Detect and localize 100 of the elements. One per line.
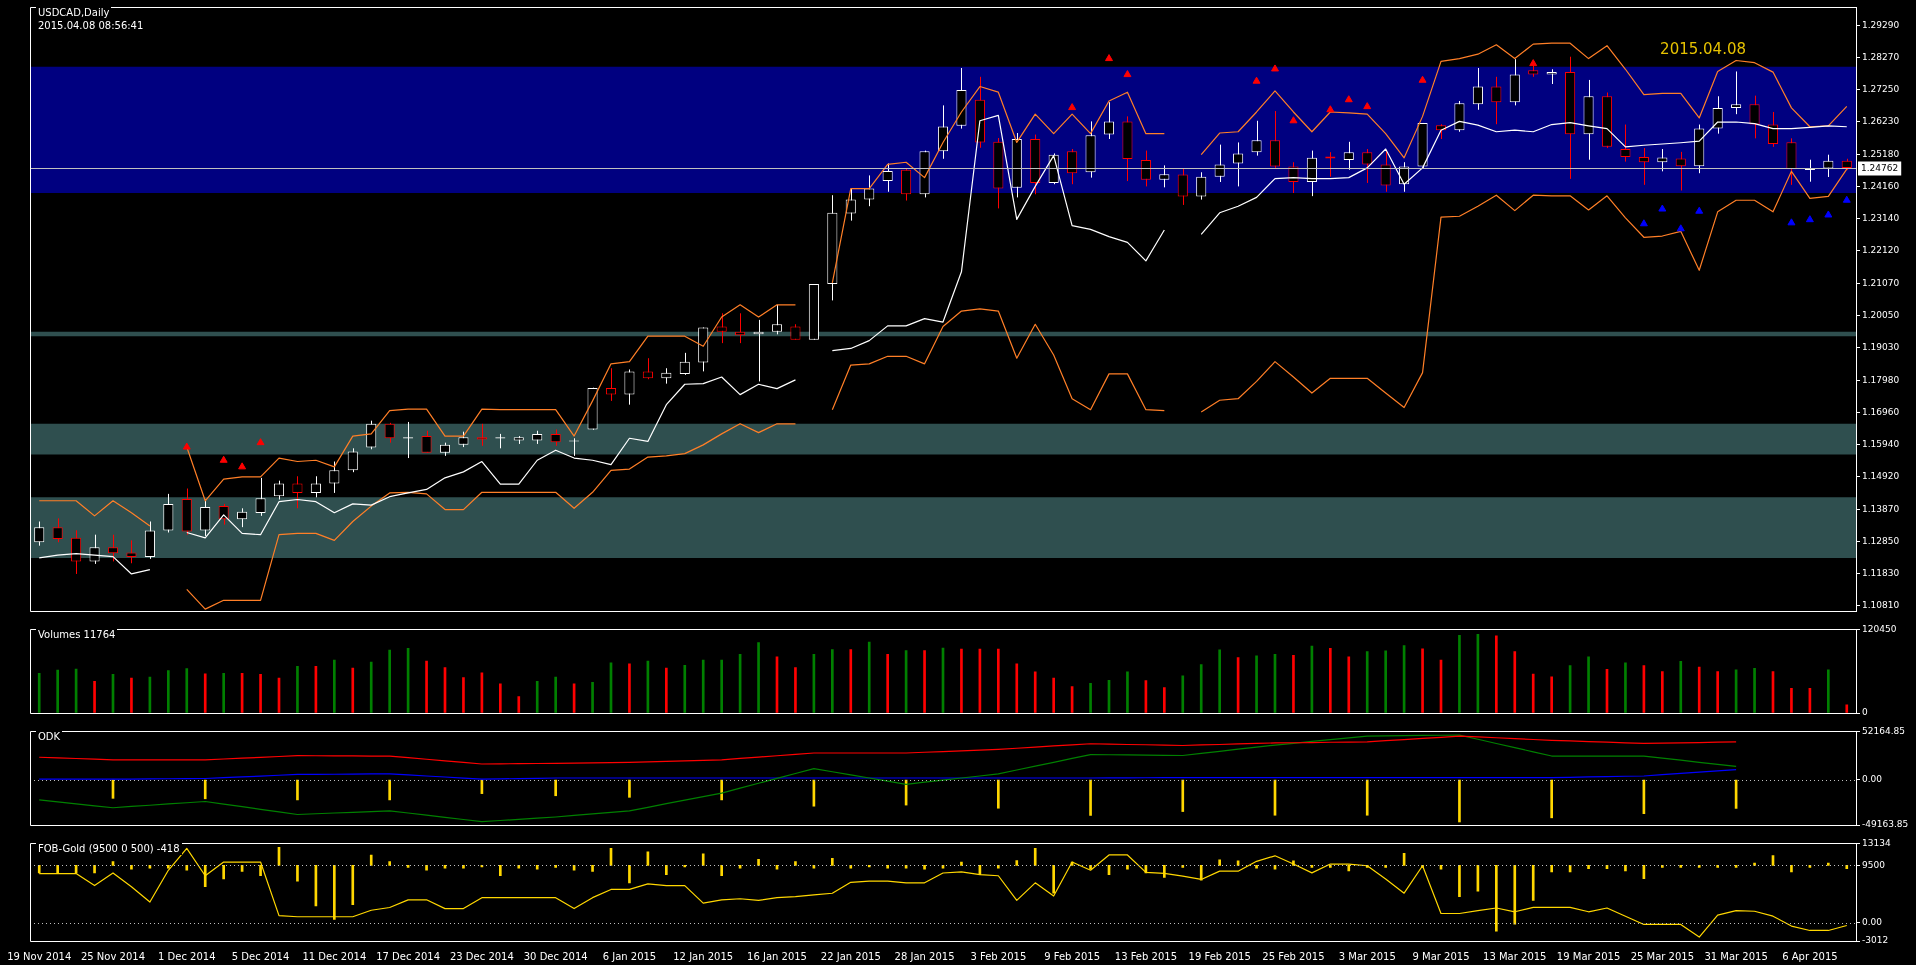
chart-title: ODK <box>36 731 63 743</box>
bar <box>222 865 225 880</box>
x-tick-label: 23 Dec 2014 <box>449 950 514 962</box>
bar <box>1531 865 1535 901</box>
bar <box>628 663 631 713</box>
bar <box>1550 865 1553 873</box>
bar <box>1033 848 1037 866</box>
x-tick-label: 19 Mar 2015 <box>1556 950 1621 962</box>
candlestick <box>771 304 783 335</box>
x-tick-label: 31 Mar 2015 <box>1704 950 1768 962</box>
bar <box>1679 660 1683 713</box>
candlestick <box>1067 148 1078 185</box>
x-tick-label: 3 Feb 2015 <box>970 950 1027 962</box>
bar <box>794 861 797 866</box>
bar <box>1790 687 1793 713</box>
bar <box>37 673 41 713</box>
bar <box>665 667 668 713</box>
candlestick <box>1823 154 1834 178</box>
point <box>1639 219 1648 227</box>
bar <box>388 649 391 713</box>
y-tick-label: 0 <box>1862 707 1868 718</box>
bar <box>1661 671 1664 713</box>
y-tick-label: 1.17980 <box>1862 375 1900 386</box>
y-tick-label: 1.12850 <box>1862 536 1900 547</box>
bar <box>1679 865 1683 868</box>
y-tick-label: 13134 <box>1862 837 1891 848</box>
bar <box>1513 865 1517 925</box>
bar <box>517 696 521 713</box>
bar <box>333 865 336 920</box>
candlestick <box>1749 95 1760 139</box>
bar <box>167 670 170 713</box>
bar <box>1845 865 1849 869</box>
y-tick-label: 1.24160 <box>1862 181 1900 192</box>
candlestick <box>71 529 82 575</box>
bar <box>130 677 133 713</box>
y-tick-label: 1.15940 <box>1862 439 1900 450</box>
bar <box>259 674 262 713</box>
candlestick <box>624 369 635 406</box>
bar <box>222 672 225 713</box>
bar <box>701 659 705 713</box>
bar <box>1587 656 1590 713</box>
bar <box>554 676 557 713</box>
point <box>1676 224 1685 232</box>
bar <box>93 680 96 713</box>
bar <box>1458 865 1461 898</box>
bar <box>1015 860 1019 866</box>
bar <box>1255 655 1258 713</box>
bar <box>1255 865 1258 869</box>
x-tick-label: 28 Jan 2015 <box>894 950 955 962</box>
bar <box>296 865 299 882</box>
point <box>1105 54 1113 62</box>
y-tick-label: 1.21070 <box>1862 278 1900 289</box>
y-tick-label: 0.00 <box>1862 773 1883 784</box>
x-tick-label: 19 Nov 2014 <box>7 950 72 962</box>
y-tick-label: 1.10810 <box>1862 600 1900 611</box>
bar <box>757 858 760 866</box>
candlestick <box>1251 120 1262 157</box>
bar <box>794 667 797 713</box>
bar <box>1513 651 1517 713</box>
annotation: 2015.04.08 <box>1660 40 1746 58</box>
bar <box>849 649 853 713</box>
bar <box>1163 865 1166 878</box>
bar <box>535 865 539 870</box>
bar <box>1421 648 1424 713</box>
bar <box>369 854 373 866</box>
y-tick-label: 1.29290 <box>1862 19 1900 30</box>
bar <box>1384 650 1387 713</box>
candlestick <box>1140 150 1151 187</box>
bar <box>683 865 687 868</box>
candlestick <box>107 534 119 562</box>
bar <box>203 865 207 888</box>
y-tick-label: 120450 <box>1862 623 1897 634</box>
bar <box>591 681 594 713</box>
candlestick <box>1362 148 1373 184</box>
candlestick <box>1214 144 1225 183</box>
y-tick-label: -49163.85 <box>1862 819 1909 830</box>
bar <box>831 857 834 866</box>
x-tick-label: 9 Feb 2015 <box>1044 950 1101 962</box>
x-tick-label: 25 Nov 2014 <box>80 950 146 962</box>
bar <box>1126 671 1129 713</box>
bar <box>333 659 336 713</box>
point <box>1805 215 1814 223</box>
point <box>1344 95 1353 103</box>
x-tick-label: 22 Jan 2015 <box>820 950 881 962</box>
x-tick-label: 16 Jan 2015 <box>747 950 807 962</box>
point <box>1271 64 1279 72</box>
bar <box>185 865 189 871</box>
bar <box>1218 649 1221 713</box>
point <box>1289 116 1298 124</box>
x-tick-label: 1 Dec 2014 <box>158 950 216 962</box>
y-tick-label: 1.23140 <box>1862 213 1900 224</box>
bar <box>683 665 687 713</box>
x-tick-label: 9 Mar 2015 <box>1412 950 1470 962</box>
bar <box>1624 865 1627 872</box>
bar <box>1790 865 1793 873</box>
candlestick <box>901 168 912 202</box>
bar <box>1495 865 1498 932</box>
point <box>1842 195 1851 203</box>
bar <box>535 680 539 713</box>
bar <box>831 649 834 713</box>
